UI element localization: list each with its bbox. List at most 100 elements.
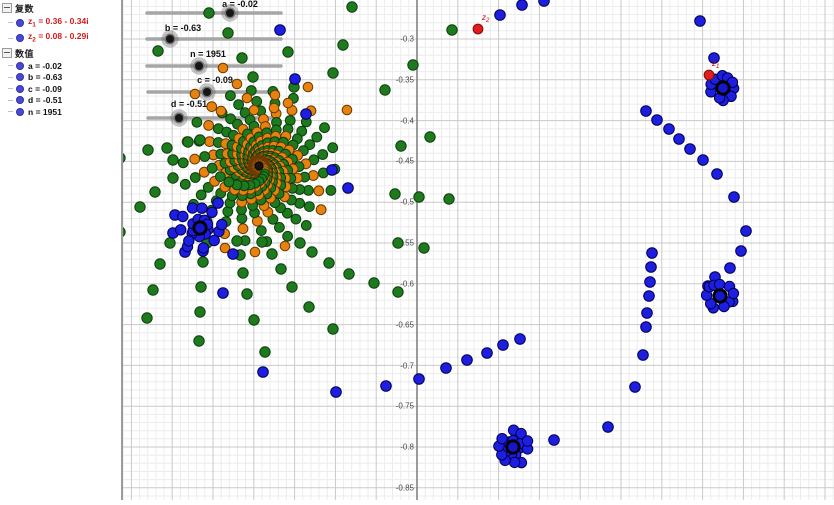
trace-dot-green [194, 306, 206, 318]
orbit-cluster [175, 202, 228, 254]
trace-dot [255, 225, 267, 237]
visibility-dot[interactable] [16, 34, 24, 43]
algebra-item-c[interactable]: c = -0.09 [0, 83, 121, 95]
trace-dot-green [418, 242, 430, 254]
orbit-dot-blue [735, 245, 747, 257]
trace-dot [177, 157, 189, 169]
graphics-content: -0.3 -0.35 -0.4 -0.45 -0.5 -0.55 -0.6 -0.65 -0.7… [122, 0, 834, 500]
orbit-dot-blue [711, 168, 723, 180]
trace-dot-green [294, 237, 306, 249]
algebra-item-z2[interactable]: z2 = 0.08 - 0.29i [0, 31, 121, 47]
visibility-dot[interactable] [16, 84, 24, 93]
algebra-item-label: z2 = 0.08 - 0.29i [28, 31, 89, 44]
trace-dot-green [266, 248, 278, 260]
trace-dot-orange [282, 97, 294, 109]
section-items-complex: z1 = 0.36 - 0.34i z2 = 0.08 - 0.29i [0, 15, 121, 46]
visibility-dot[interactable] [16, 18, 24, 27]
axis-tick-label: -0.6 [400, 280, 414, 289]
orbit-dot-blue [640, 321, 652, 333]
trace-dot [300, 220, 312, 231]
orbit-dot-blue [640, 105, 652, 117]
trace-dot [191, 116, 203, 128]
trace-dot-orange [249, 246, 261, 258]
slider-a-knob[interactable] [224, 7, 236, 19]
collapse-icon[interactable] [2, 3, 12, 13]
orbit-dot-blue [521, 435, 534, 447]
trace-dot-green [231, 235, 243, 247]
algebra-item-z1[interactable]: z1 = 0.36 - 0.34i [0, 15, 121, 31]
axis-tick-label: -0.7 [400, 362, 414, 371]
algebra-item-a[interactable]: a = -0.02 [0, 60, 121, 72]
orbit-dot-blue [644, 276, 656, 288]
slider-a-knob-halo [221, 4, 239, 22]
visibility-dot[interactable] [16, 61, 24, 70]
trace-dot-green [306, 246, 318, 258]
cluster-center-point[interactable] [715, 80, 731, 96]
trace-dot [225, 90, 236, 102]
algebra-item-d[interactable]: d = -0.51 [0, 95, 121, 107]
orbit-dot-blue [177, 210, 189, 223]
spiral-center-point[interactable] [254, 161, 264, 171]
slider-n-label: n = 1951 [190, 49, 226, 59]
orbit-dot-blue [740, 225, 752, 237]
collapse-icon[interactable] [2, 48, 12, 58]
slider-d-knob-halo [170, 109, 188, 127]
trace-dot [203, 120, 215, 131]
green-scatter-points [122, 1, 458, 358]
slider-tracks: a = -0.02 b = -0.63 n = 1951 c = -0.09 d = -… [145, 0, 283, 120]
trace-dot [223, 176, 235, 188]
trace-dot [304, 201, 315, 213]
axis-tick-label: -0.35 [396, 76, 415, 85]
trace-dot-green [282, 46, 294, 58]
panel-separator[interactable] [121, 0, 123, 500]
cluster-center-point[interactable] [505, 439, 521, 455]
slider-d-knob[interactable] [173, 112, 185, 124]
slider-b-knob[interactable] [164, 33, 176, 45]
section-header-complex[interactable]: 复数 [0, 1, 121, 15]
trace-dot-green [167, 172, 179, 184]
algebra-section-numbers: 数值 a = -0.02 b = -0.63 c = -0.09 d = -0.51 n… [0, 46, 121, 118]
orbit-cluster [493, 424, 534, 469]
orbit-dot-blue [183, 235, 195, 247]
trace-dot-orange [248, 104, 260, 116]
trace-dot-orange [231, 78, 243, 90]
trace-dot-green [248, 314, 260, 326]
trace-dot-green [443, 193, 455, 205]
cluster-center-point[interactable] [712, 288, 728, 304]
trace-dot [315, 204, 327, 216]
visibility-dot[interactable] [16, 73, 24, 82]
axis-tick-label: -0.75 [396, 402, 415, 411]
trace-dot [282, 230, 294, 242]
point-z2[interactable] [472, 23, 484, 35]
visibility-dot[interactable] [16, 96, 24, 105]
orbit-dot-blue [330, 386, 342, 398]
trace-dot-orange [302, 81, 314, 93]
trace-dot-green [424, 131, 436, 143]
slider-a-label: a = -0.02 [222, 0, 258, 9]
algebra-item-b[interactable]: b = -0.63 [0, 72, 121, 84]
orbit-dot-blue [697, 154, 709, 166]
cluster-center-point[interactable] [192, 220, 208, 236]
trace-dot-green [142, 144, 154, 156]
orbit-dot-blue [227, 248, 239, 260]
orbit-dot-blue [508, 456, 521, 469]
trace-dot [290, 213, 302, 225]
visibility-dot[interactable] [16, 107, 24, 116]
orbit-dot-blue [289, 73, 301, 85]
section-header-numbers[interactable]: 数值 [0, 46, 121, 60]
algebra-item-n[interactable]: n = 1951 [0, 106, 121, 118]
slider-c-knob[interactable] [201, 86, 213, 98]
section-title: 数值 [15, 48, 35, 59]
axis-tick-label: -0.8 [400, 443, 414, 452]
trace-dot [311, 131, 323, 143]
point-z1[interactable] [703, 69, 715, 81]
orbit-dot-blue [326, 164, 338, 176]
trace-dot-green [407, 59, 419, 71]
trace-dot-green [389, 188, 401, 200]
orbit-dot-blue [708, 52, 720, 64]
slider-n-knob[interactable] [193, 60, 205, 72]
trace-dot-green [182, 136, 194, 148]
axis-tick-label: -0.4 [400, 117, 414, 126]
